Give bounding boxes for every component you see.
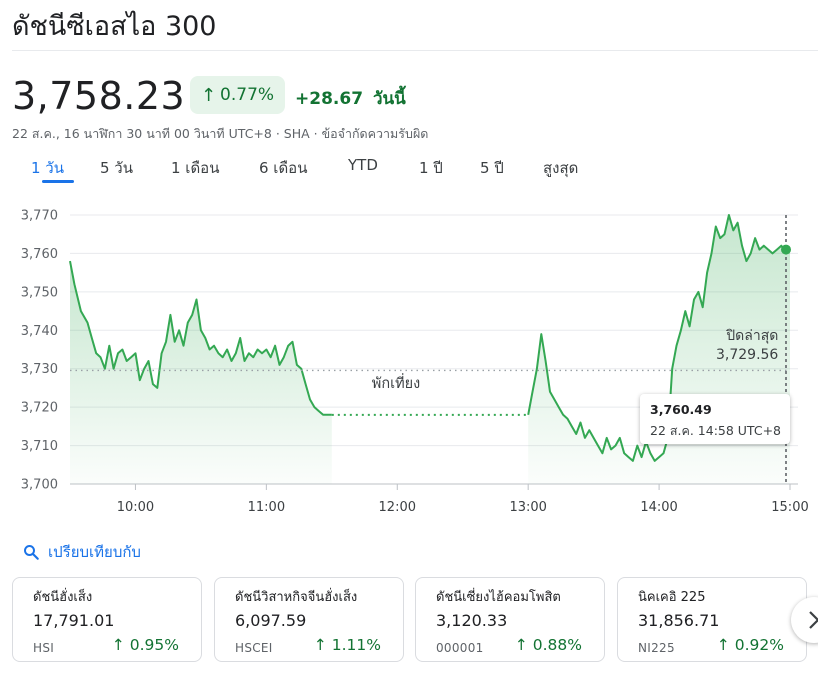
previous-close-caption: ปิดล่าสุด (726, 328, 779, 344)
index-card-shanghai[interactable]: ดัชนีเซี่ยงไฮ้คอมโพสิต 3,120.33 000001 ↑… (415, 577, 605, 662)
current-price: 3,758.23 (12, 74, 186, 118)
arrow-up-icon: ↑ (111, 636, 125, 654)
last-point-marker (781, 244, 791, 255)
search-icon (24, 545, 39, 560)
change-percent: 0.77% (220, 85, 275, 105)
active-tab-indicator (42, 180, 74, 183)
axis-labels: 3,770 3,760 3,750 3,740 3,730 3,720 3,710 3,700… (21, 209, 809, 516)
quote-timestamp: 22 ส.ค., 16 นาฬิกา 30 นาที 00 วินาที UTC… (12, 126, 322, 141)
chevron-right-icon (809, 611, 818, 629)
index-value: 6,097.59 (235, 611, 307, 630)
tab-5-day[interactable]: 5 วัน (100, 159, 133, 177)
title-divider (12, 50, 818, 51)
series-area-0 (70, 261, 332, 484)
index-value: 31,856.71 (638, 611, 720, 630)
change-value: +28.67 (295, 89, 364, 109)
tab-max[interactable]: สูงสุด (543, 159, 579, 177)
quote-meta: 22 ส.ค., 16 นาฬิกา 30 นาที 00 วินาที UTC… (12, 124, 428, 144)
index-change-percent: 1.11% (331, 636, 381, 654)
price-chart[interactable]: พักเที่ยง 3,770 3,760 3,750 3,740 3,730 3,720… (0, 195, 818, 525)
page-title: ดัชนีซีเอสไอ 300 (12, 11, 217, 42)
x-tick-label: 15:00 (771, 500, 808, 515)
index-change-percent: 0.95% (129, 636, 179, 654)
chart-tooltip: 3,760.49 22 ส.ค. 14:58 UTC+8 (640, 394, 790, 444)
index-card-hscei[interactable]: ดัชนีวิสาหกิจจีนฮั่งเส็ง 6,097.59 HSCEI … (214, 577, 404, 662)
index-change-percent: 0.92% (734, 636, 784, 654)
disclaimer-link[interactable]: ข้อจำกัดความรับผิด (321, 126, 429, 141)
y-tick-label: 3,720 (21, 401, 58, 416)
index-name: นิคเคอิ 225 (638, 590, 706, 605)
previous-close-label: ปิดล่าสุด 3,729.56 (716, 327, 778, 365)
index-value: 17,791.01 (33, 611, 115, 630)
y-tick-label: 3,750 (21, 285, 58, 300)
index-symbol: 000001 (436, 641, 484, 655)
index-value: 3,120.33 (436, 611, 508, 630)
today-label: วันนี้ (372, 89, 406, 109)
y-tick-label: 3,740 (21, 324, 58, 339)
series-line-1 (527, 214, 791, 462)
change-percent-chip: ↑ 0.77% (190, 76, 285, 114)
index-symbol: HSI (33, 641, 55, 655)
arrow-up-icon: ↑ (200, 84, 217, 106)
index-change: ↑ 0.88% (515, 636, 582, 654)
index-symbol: HSCEI (235, 641, 273, 655)
index-name: ดัชนีเซี่ยงไฮ้คอมโพสิต (436, 590, 561, 605)
index-change: ↑ 0.95% (112, 636, 179, 654)
compare-label: เปรียบเทียบกับ (48, 543, 141, 561)
series-line-0 (69, 260, 332, 416)
compare-button[interactable]: เปรียบเทียบกับ (22, 540, 141, 564)
x-tick-label: 13:00 (509, 500, 546, 515)
index-card-hsi[interactable]: ดัชนีฮั่งเส็ง 17,791.01 HSI ↑ 0.95% (12, 577, 202, 662)
arrow-up-icon: ↑ (514, 636, 528, 654)
y-tick-label: 3,760 (21, 247, 58, 262)
y-tick-label: 3,730 (21, 362, 58, 377)
index-change: ↑ 1.11% (314, 636, 381, 654)
arrow-up-icon: ↑ (716, 636, 730, 654)
tooltip-time: 22 ส.ค. 14:58 UTC+8 (650, 423, 781, 438)
index-change-percent: 0.88% (532, 636, 582, 654)
price-lines (69, 214, 791, 462)
previous-close-value: 3,729.56 (716, 347, 779, 363)
index-change: ↑ 0.92% (717, 636, 784, 654)
tab-1-month[interactable]: 1 เดือน (171, 159, 220, 177)
tab-6-month[interactable]: 6 เดือน (259, 159, 308, 177)
tab-ytd[interactable]: YTD (348, 156, 378, 174)
x-tick-label: 14:00 (640, 500, 677, 515)
arrow-up-icon: ↑ (313, 636, 327, 654)
y-tick-label: 3,770 (21, 209, 58, 224)
y-tick-label: 3,700 (21, 478, 58, 493)
index-symbol: NI225 (638, 641, 675, 655)
tooltip-value: 3,760.49 (650, 402, 712, 417)
x-tick-label: 10:00 (117, 500, 154, 515)
tab-5-year[interactable]: 5 ปี (480, 159, 504, 177)
index-name: ดัชนีวิสาหกิจจีนฮั่งเส็ง (235, 590, 358, 605)
tab-1-day[interactable]: 1 วัน (31, 159, 64, 177)
y-tick-label: 3,710 (21, 439, 58, 454)
change-absolute: +28.67 วันนี้ (295, 85, 406, 112)
tab-1-year[interactable]: 1 ปี (419, 159, 443, 177)
x-tick-label: 12:00 (379, 500, 416, 515)
index-card-nikkei[interactable]: นิคเคอิ 225 31,856.71 NI225 ↑ 0.92% (617, 577, 807, 662)
index-name: ดัชนีฮั่งเส็ง (33, 590, 93, 605)
x-tick-label: 11:00 (248, 500, 285, 515)
lunch-break-label: พักเที่ยง (372, 373, 420, 392)
